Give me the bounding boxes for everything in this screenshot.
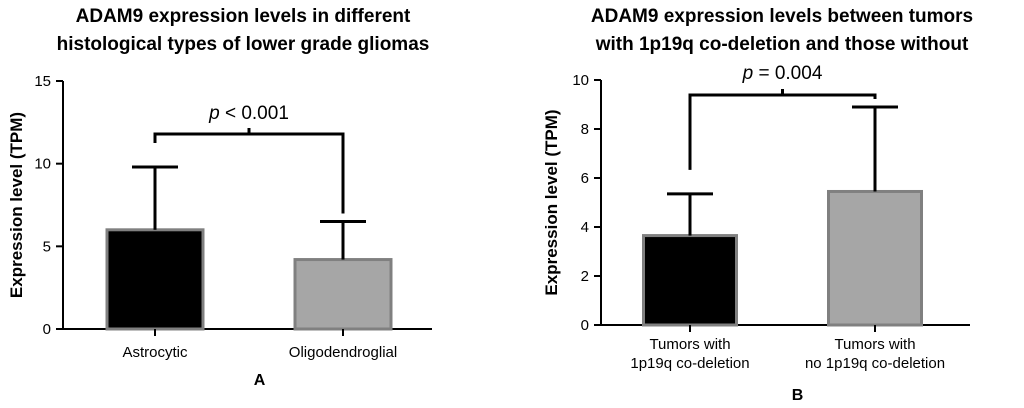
chart-title-line: ADAM9 expression levels in different (76, 6, 411, 27)
chart-panel-a: ADAM9 expression levels in different hist… (7, 6, 432, 389)
bar (827, 189, 923, 327)
x-tick-label: Oligodendroglial (289, 344, 397, 361)
y-tick-label: 6 (581, 170, 589, 187)
y-tick-label: 8 (581, 121, 589, 138)
y-tick-label: 4 (581, 219, 589, 236)
y-tick-label: 0 (43, 321, 51, 338)
chart-title-line: histological types of lower grade glioma… (57, 34, 430, 55)
panel-label: A (254, 372, 266, 389)
y-tick-label: 10 (572, 72, 589, 89)
y-axis-label: Expression level (TPM) (542, 109, 561, 295)
x-tick-label: no 1p19q co-deletion (805, 355, 945, 372)
y-tick-label: 0 (581, 317, 589, 334)
y-tick-label: 15 (34, 73, 51, 90)
chart-title-line: ADAM9 expression levels between tumors (591, 6, 973, 27)
significance-bracket (153, 132, 345, 214)
y-tick-label: 10 (34, 156, 51, 173)
y-tick-label: 2 (581, 268, 589, 285)
bar (293, 258, 393, 331)
y-axis-label: Expression level (TPM) (7, 112, 26, 298)
chart-panel-b: ADAM9 expression levels between tumors wi… (542, 6, 973, 404)
panel-label: B (792, 387, 804, 404)
x-tick-label: 1p19q co-deletion (630, 355, 749, 372)
x-tick-label: Tumors with (649, 336, 730, 353)
x-tick-label: Astrocytic (122, 344, 188, 361)
significance-label: p < 0.001 (208, 103, 289, 124)
y-tick-label: 5 (43, 238, 51, 255)
significance-bracket (688, 93, 877, 170)
x-tick-label: Tumors with (834, 336, 915, 353)
bar (105, 228, 205, 331)
bar (642, 234, 738, 327)
chart-title-line: with 1p19q co-deletion and those without (595, 34, 969, 55)
significance-label: p = 0.004 (742, 63, 823, 84)
